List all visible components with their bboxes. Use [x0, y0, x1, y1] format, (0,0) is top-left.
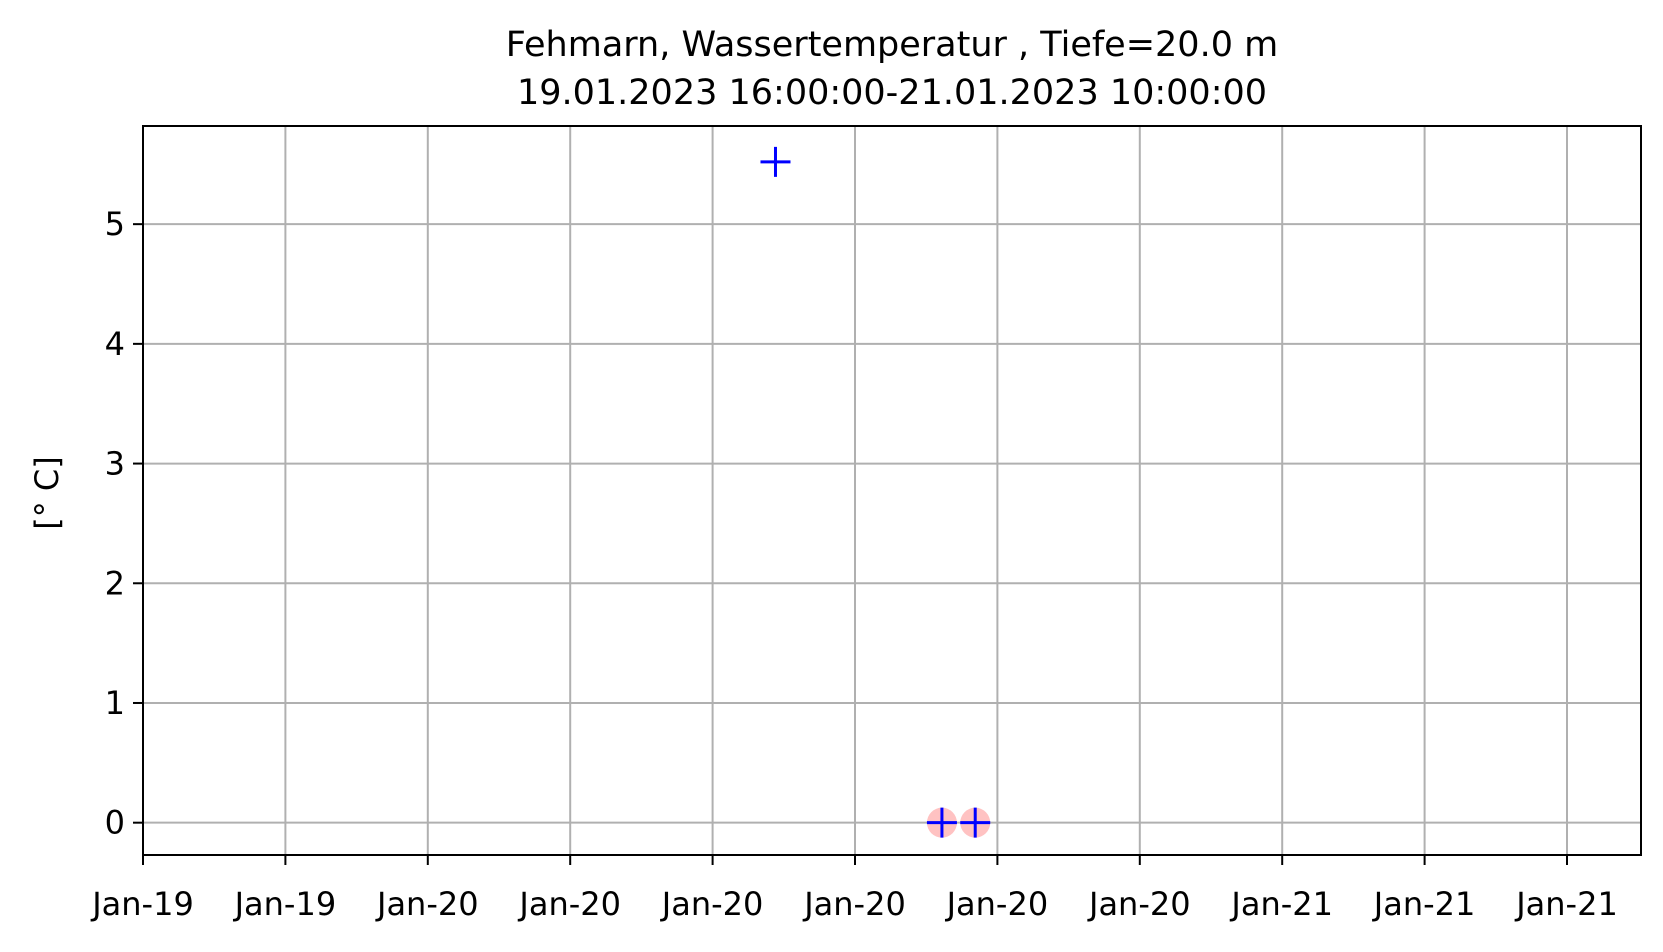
x-tick-label: Jan-20 — [945, 885, 1049, 923]
x-tick-label: Jan-19 — [233, 885, 337, 923]
x-tick-label: Jan-20 — [802, 885, 906, 923]
x-tick-label: Jan-21 — [1229, 885, 1333, 923]
x-tick-label: Jan-20 — [375, 885, 479, 923]
x-tick-label: Jan-20 — [1087, 885, 1191, 923]
chart-title: Fehmarn, Wassertemperatur , Tiefe=20.0 m — [506, 25, 1278, 65]
y-tick-label: 5 — [105, 205, 125, 243]
y-tick-label: 4 — [105, 325, 125, 363]
axis-ticks: Jan-19 Jan-19 Jan-20 Jan-20 Jan-20 Jan-20 Jan-… — [90, 205, 1618, 923]
chart-subtitle: 19.01.2023 16:00:00-21.01.2023 10:00:00 — [517, 73, 1267, 113]
data-point-marker — [926, 807, 957, 838]
y-tick-label: 0 — [105, 804, 125, 842]
y-tick-label: 2 — [105, 564, 125, 602]
x-tick-label: Jan-20 — [517, 885, 621, 923]
data-point-marker — [960, 807, 991, 838]
x-tick-label: Jan-21 — [1372, 885, 1476, 923]
x-tick-label: Jan-19 — [90, 885, 194, 923]
y-tick-label: 1 — [105, 684, 125, 722]
x-tick-label: Jan-20 — [660, 885, 764, 923]
data-points — [760, 146, 991, 838]
x-tick-label: Jan-21 — [1514, 885, 1618, 923]
grid — [142, 126, 1641, 855]
plot-frame — [142, 125, 1642, 856]
data-point-marker — [760, 146, 791, 177]
y-axis-label: [° C] — [28, 456, 66, 529]
y-tick-label: 3 — [105, 445, 125, 483]
